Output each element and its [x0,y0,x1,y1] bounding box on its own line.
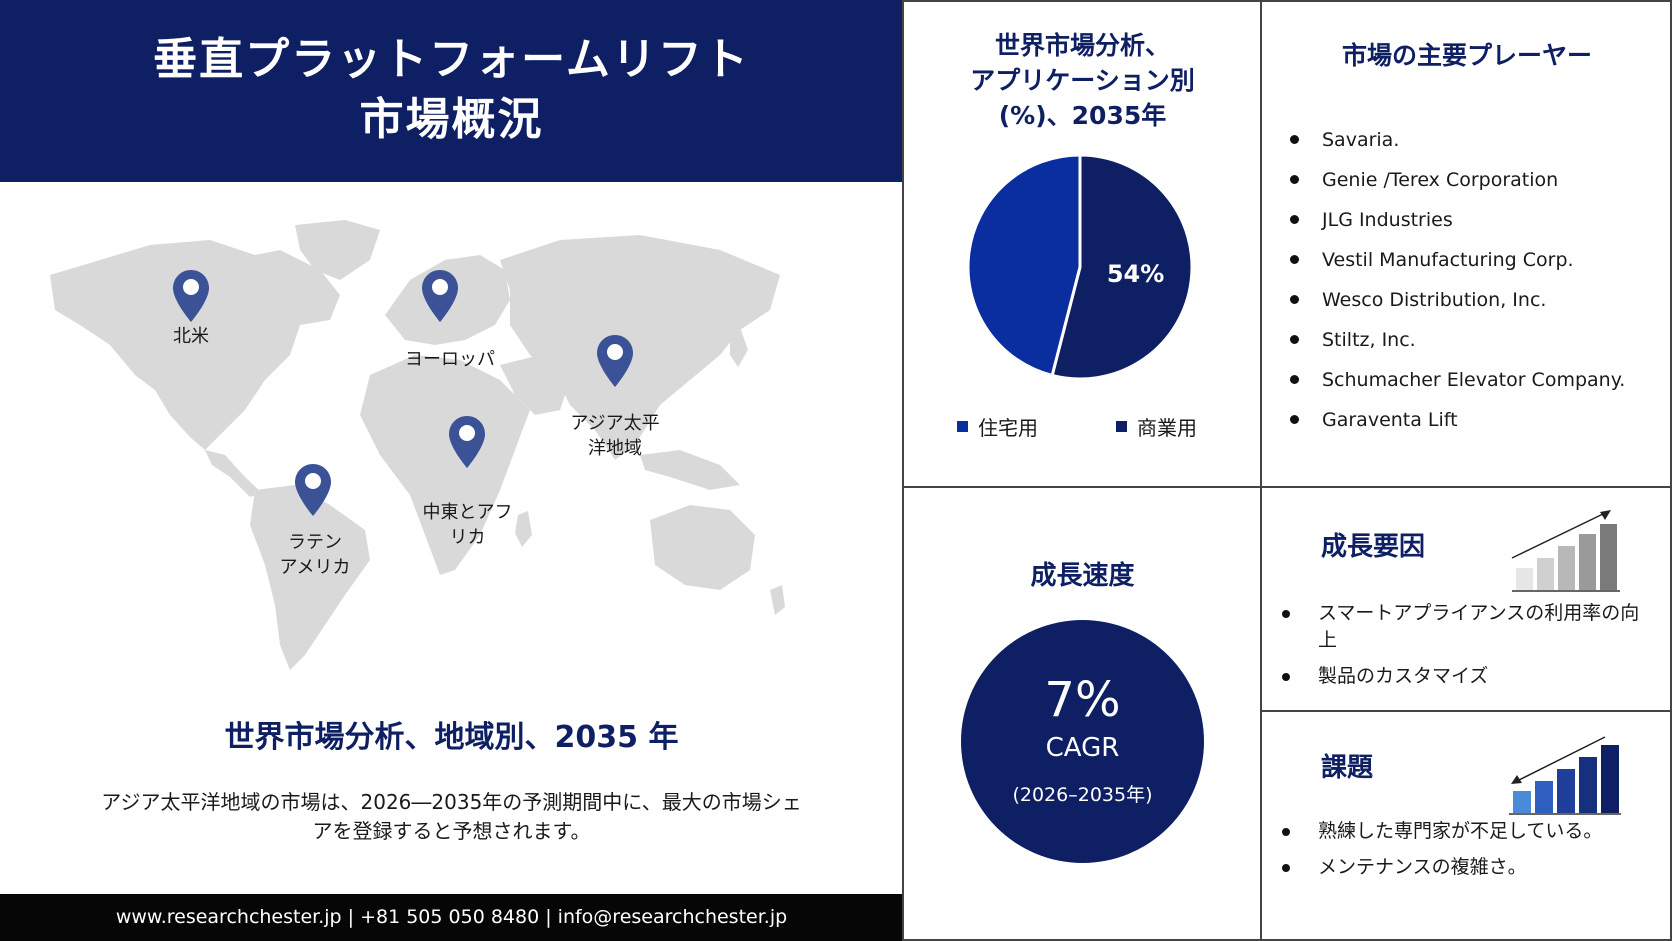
world-map-graphic [50,220,785,670]
cagr-label: CAGR [1045,733,1120,763]
pie-slice-residential [966,153,1082,378]
bullet-icon [1290,135,1299,144]
region-label-europe: ヨーロッパ [405,349,495,370]
bullet-icon [1290,375,1299,384]
pie-data-label: 54% [1107,260,1164,288]
bullet-icon [1282,864,1290,872]
legend-swatch-residential [957,421,968,432]
footer-contact: www.researchchester.jp | +81 505 050 848… [0,894,903,941]
player-name: Garaventa Lift [1322,409,1458,431]
player-name: Vestil Manufacturing Corp. [1322,249,1574,271]
player-name: JLG Industries [1322,209,1453,231]
bullet-icon [1290,175,1299,184]
divider [902,0,904,941]
divider [1260,710,1672,712]
key-players-title: 市場の主要プレーヤー [1341,41,1592,70]
pie-chart-title: 世界市場分析、 アプリケーション別 (%)、2035年 [905,28,1260,133]
pie-title-line1: 世界市場分析、 [994,31,1170,60]
challenges-title: 課題 [1321,753,1374,783]
location-pin-icon [420,268,460,324]
bullet-icon [1290,415,1299,424]
page-title: 垂直プラットフォームリフト 市場概況 [0,30,903,150]
growth-speed-title: 成長速度 [1030,561,1135,591]
cagr-range: (2026–2035年) [1012,784,1153,806]
growth-factors-title: 成長要因 [1321,532,1426,562]
legend-item-residential: 住宅用 [957,412,1038,441]
challenge-text: メンテナンスの複雑さ。 [1318,856,1527,878]
pie-slice-commercial [1050,153,1194,381]
challenges-list: 熟練した専門家が不足している。 メンテナンスの複雑さ。 [1282,818,1642,890]
region-label-middle-east-africa: 中東とアフ リカ [422,502,513,548]
pie-title-line2: アプリケーション別 [970,66,1195,95]
list-item: Stiltz, Inc. [1290,320,1625,360]
list-item: Genie /Terex Corporation [1290,160,1625,200]
region-label-north-america: 北米 [173,326,209,347]
player-name: Stiltz, Inc. [1322,329,1416,351]
bullet-icon [1282,610,1290,618]
player-name: Wesco Distribution, Inc. [1322,289,1547,311]
region-analysis-description: アジア太平洋地域の市場は、2026―2035年の予測期間中に、最大の市場シェアを… [101,790,802,843]
location-pin-icon [595,333,635,389]
player-name: Genie /Terex Corporation [1322,169,1559,191]
list-item: JLG Industries [1290,200,1625,240]
divider [902,939,1672,941]
list-item: 熟練した専門家が不足している。 [1282,818,1642,845]
divider [902,486,1672,488]
divider [1670,0,1672,941]
challenge-text: 熟練した専門家が不足している。 [1318,820,1603,842]
list-item: Schumacher Elevator Company. [1290,360,1625,400]
region-analysis-heading: 世界市場分析、地域別、2035 年 [224,720,679,755]
title-band [0,0,903,182]
bullet-icon [1290,295,1299,304]
cagr-value: 7% [1044,672,1121,728]
list-item: Vestil Manufacturing Corp. [1290,240,1625,280]
list-item: Garaventa Lift [1290,400,1625,440]
falling-bar-chart-icon [1509,736,1621,815]
player-name: Savaria. [1322,129,1400,151]
application-pie-chart: 54% [965,152,1195,382]
page-title-line2: 市場概況 [359,94,544,145]
bullet-icon [1290,215,1299,224]
player-name: Schumacher Elevator Company. [1322,369,1626,391]
bullet-icon [1282,673,1290,681]
list-item: 製品のカスタマイズ [1282,663,1642,690]
legend-item-commercial: 商業用 [1116,412,1197,441]
bullet-icon [1282,828,1290,836]
list-item: メンテナンスの複雑さ。 [1282,854,1642,881]
location-pin-icon [171,268,211,324]
pie-title-line3: (%)、2035年 [998,101,1167,130]
page-title-line1: 垂直プラットフォームリフト [153,34,750,85]
world-map [40,215,830,695]
key-players-list: Savaria. Genie /Terex Corporation JLG In… [1290,120,1625,440]
growth-factor-text: スマートアプライアンスの利用率の向上 [1318,602,1640,651]
cagr-circle: 7% CAGR (2026–2035年) [961,620,1204,863]
list-item: スマートアプライアンスの利用率の向上 [1282,600,1642,654]
legend-label-residential: 住宅用 [978,416,1038,440]
location-pin-icon [447,414,487,470]
region-label-latin-america: ラテン アメリカ [279,532,351,578]
rising-bar-chart-icon [1511,510,1620,592]
divider [1260,0,1262,941]
bullet-icon [1290,335,1299,344]
region-label-asia-pacific: アジア太平 洋地域 [570,413,660,459]
location-pin-icon [293,462,333,518]
list-item: Savaria. [1290,120,1625,160]
growth-factors-list: スマートアプライアンスの利用率の向上 製品のカスタマイズ [1282,600,1642,699]
list-item: Wesco Distribution, Inc. [1290,280,1625,320]
left-panel: 垂直プラットフォームリフト 市場概況 [0,0,903,941]
legend-swatch-commercial [1116,421,1127,432]
pie-chart-svg: 54% [966,153,1194,381]
legend-label-commercial: 商業用 [1137,416,1197,440]
divider [902,0,1672,2]
growth-factor-text: 製品のカスタマイズ [1318,665,1489,687]
bullet-icon [1290,255,1299,264]
